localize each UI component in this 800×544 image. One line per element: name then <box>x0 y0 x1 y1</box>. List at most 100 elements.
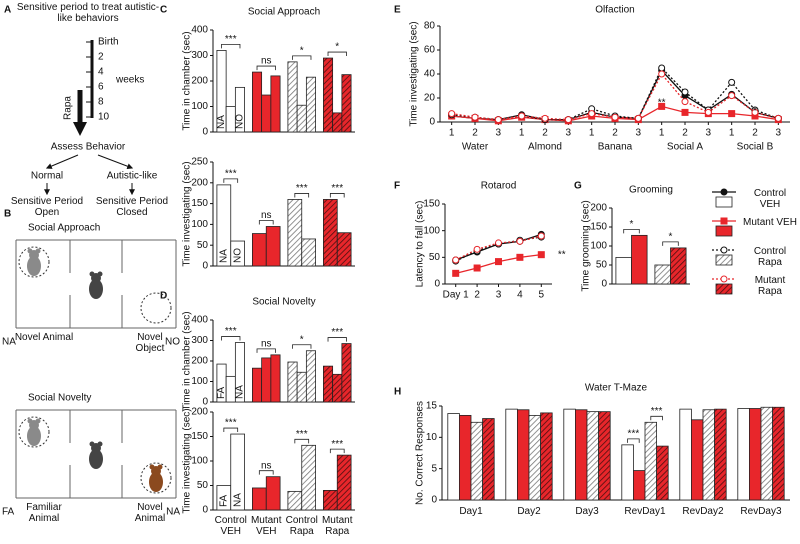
legend-swatch <box>715 196 733 208</box>
point <box>541 114 549 122</box>
outcome-arrow <box>97 154 134 170</box>
bar <box>482 418 495 501</box>
point <box>516 253 524 261</box>
point <box>473 264 481 272</box>
panel-letter: B <box>4 209 11 220</box>
point <box>495 239 502 247</box>
y-tick-label: 100 <box>423 225 440 236</box>
sig-bracket <box>327 51 347 57</box>
x-tick-label: 3 <box>496 290 502 301</box>
sig-bracket <box>221 336 241 341</box>
point <box>634 114 642 122</box>
point <box>518 112 526 120</box>
timeline-label: 2 <box>98 52 104 63</box>
bar <box>234 342 245 403</box>
point <box>564 116 572 124</box>
bar <box>633 470 646 501</box>
x-tick-label: 3 <box>706 128 712 139</box>
sig-bracket <box>256 348 276 353</box>
bar <box>586 411 600 501</box>
bar <box>336 454 352 511</box>
chart-title: Social Approach <box>248 7 320 18</box>
point <box>471 113 479 121</box>
x-group-label: Water <box>462 142 489 153</box>
sig-label: *** <box>225 34 237 45</box>
bar <box>323 57 334 133</box>
x-tick-label: Day1 <box>459 506 483 517</box>
sig-label: *** <box>296 429 308 440</box>
x-tick-label: 1 <box>449 128 455 139</box>
legend-marker <box>720 246 728 254</box>
x-tick-label: RevDay3 <box>740 506 782 517</box>
point <box>452 256 460 264</box>
x-tick-label: 2 <box>474 290 480 301</box>
sig-bracket <box>223 427 239 433</box>
chamber-code: FA <box>2 507 15 518</box>
bar <box>760 406 774 501</box>
x-tick-label: RevDay1 <box>624 506 666 517</box>
bar <box>631 234 648 285</box>
x-group-label: Banana <box>598 142 633 153</box>
outcome-label: Normal <box>31 171 63 182</box>
mouse-ear <box>149 464 155 470</box>
y-tick-label: 100 <box>191 101 208 112</box>
sig-bracket <box>256 65 276 71</box>
timeline-label: 6 <box>98 82 104 93</box>
sig-label: *** <box>225 326 237 337</box>
bar-label: NA <box>216 115 227 129</box>
point <box>494 116 502 124</box>
y-tick-label: 0 <box>601 279 607 290</box>
annotation: ** <box>658 97 666 108</box>
bar <box>323 199 338 267</box>
outcome-label: Autistic-like <box>107 171 158 182</box>
bar <box>216 184 232 267</box>
sig-label: ns <box>261 460 272 471</box>
sig-bracket <box>662 241 679 246</box>
legend-label: Mutant Rapa <box>754 275 786 297</box>
panel-letter: A <box>4 5 11 16</box>
point <box>681 108 689 116</box>
bar <box>679 408 692 501</box>
mouse-ear <box>27 418 33 424</box>
panel-letter: E <box>394 5 401 16</box>
bar <box>336 232 352 267</box>
y-axis-label: Time in chamber (sec) <box>182 31 193 130</box>
bar-label: FA <box>218 494 229 507</box>
sig-label: * <box>300 334 304 345</box>
mouse-body <box>27 426 41 446</box>
sig-label: *** <box>628 428 640 439</box>
series-line <box>451 66 779 121</box>
legend-swatch <box>715 254 733 266</box>
bar <box>252 367 263 403</box>
mouse-ear <box>27 248 33 254</box>
bar <box>737 408 750 501</box>
bar <box>287 490 303 511</box>
x-tick-label: 4 <box>517 290 523 301</box>
y-tick-label: 0 <box>202 505 208 516</box>
y-tick-label: 50 <box>197 240 209 251</box>
sig-label: *** <box>225 169 237 180</box>
y-tick-label: 200 <box>590 203 607 214</box>
bar <box>265 226 281 267</box>
bar <box>505 408 518 501</box>
x-tick-label: Mutant Rapa <box>321 515 353 537</box>
y-tick-label: 50 <box>197 480 209 491</box>
x-tick-label: Day2 <box>517 506 541 517</box>
bar-label: FA <box>216 386 227 399</box>
point <box>516 237 524 245</box>
y-axis-label: Time grooming (sec) <box>581 200 592 291</box>
sig-label: ns <box>261 56 272 67</box>
bar <box>691 419 704 501</box>
x-tick-label: 2 <box>682 128 688 139</box>
bar <box>287 61 298 133</box>
bar <box>252 233 267 267</box>
bar <box>287 199 303 267</box>
x-tick-label: Day3 <box>575 506 599 517</box>
bar <box>517 409 530 501</box>
chart-title: Grooming <box>629 185 673 196</box>
legend-label: Control VEH <box>753 188 787 210</box>
timeline-label: 4 <box>98 67 104 78</box>
point <box>704 108 712 116</box>
x-group-label: Social B <box>737 142 774 153</box>
sig-bracket <box>627 438 640 443</box>
